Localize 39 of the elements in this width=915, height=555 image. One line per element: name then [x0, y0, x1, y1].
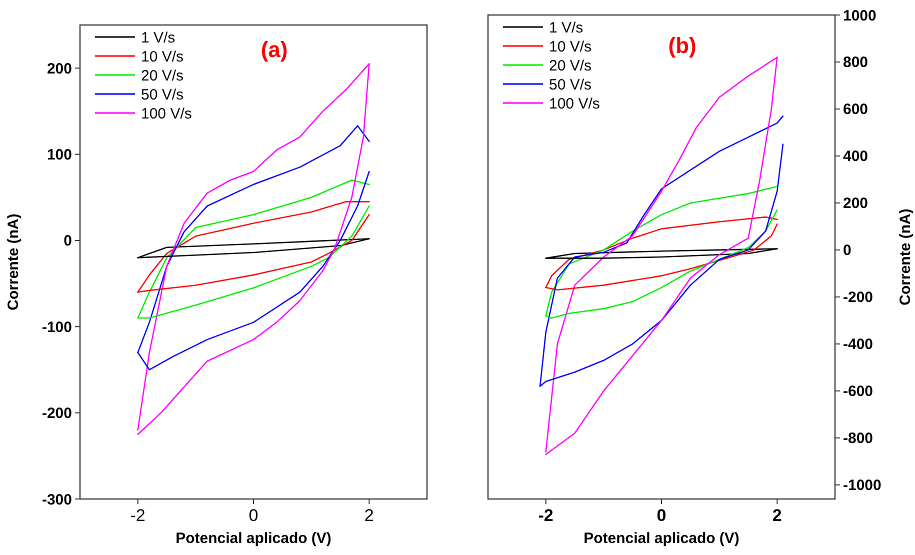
y2-tick-label: 0 [843, 242, 852, 260]
legend-label: 50 V/s [141, 86, 184, 104]
y2-tick-label: -200 [843, 289, 874, 306]
y-tick-label: -300 [42, 491, 72, 508]
x-tick-label: 0 [656, 506, 666, 525]
y2-tick-label: 1000 [843, 7, 876, 24]
y-tick-label: -200 [42, 405, 72, 422]
y2-tick-label: -600 [843, 383, 874, 400]
y2-tick-label: 200 [843, 195, 868, 212]
y-tick-label: 100 [46, 146, 72, 164]
x-axis-title: Potencial aplicado (V) [176, 530, 332, 547]
legend-label: 20 V/s [141, 67, 184, 84]
y2-tick-label: -1000 [843, 477, 882, 494]
y-tick-label: 200 [46, 60, 72, 78]
y2-axis-title: Corrente (nA) [897, 208, 914, 306]
y-tick-label: 0 [64, 232, 72, 250]
x-axis-title: Potencial aplicado (V) [584, 530, 740, 547]
x-tick-label: 0 [248, 506, 258, 525]
y2-tick-label: 600 [843, 101, 868, 118]
legend-label: 50 V/s [549, 76, 592, 94]
y-axis-title: Corrente (nA) [5, 214, 22, 310]
legend-label: 20 V/s [549, 57, 592, 74]
y-tick-label: -100 [42, 318, 72, 336]
y2-tick-label: 800 [843, 54, 868, 72]
legend-label: 100 V/s [549, 95, 600, 112]
x-tick-label: 2 [364, 506, 374, 525]
legend-label: 10 V/s [141, 48, 184, 66]
y2-tick-label: 400 [843, 148, 868, 166]
x-tick-label: -2 [538, 506, 554, 525]
y2-tick-label: -800 [843, 430, 874, 448]
text: (b) [668, 33, 696, 58]
x-tick-label: -2 [130, 506, 146, 525]
y2-tick-label: -400 [843, 336, 874, 354]
text: (a) [260, 37, 288, 62]
legend-label: 10 V/s [549, 38, 592, 56]
x-tick-label: 2 [772, 506, 782, 525]
legend-label: 100 V/s [141, 105, 192, 122]
legend-label: 1 V/s [549, 19, 584, 36]
legend-label: 1 V/s [141, 29, 176, 46]
